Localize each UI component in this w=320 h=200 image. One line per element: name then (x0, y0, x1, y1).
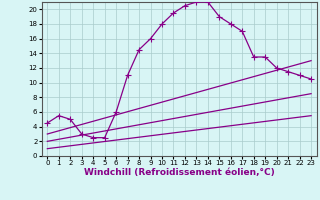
X-axis label: Windchill (Refroidissement éolien,°C): Windchill (Refroidissement éolien,°C) (84, 168, 275, 177)
